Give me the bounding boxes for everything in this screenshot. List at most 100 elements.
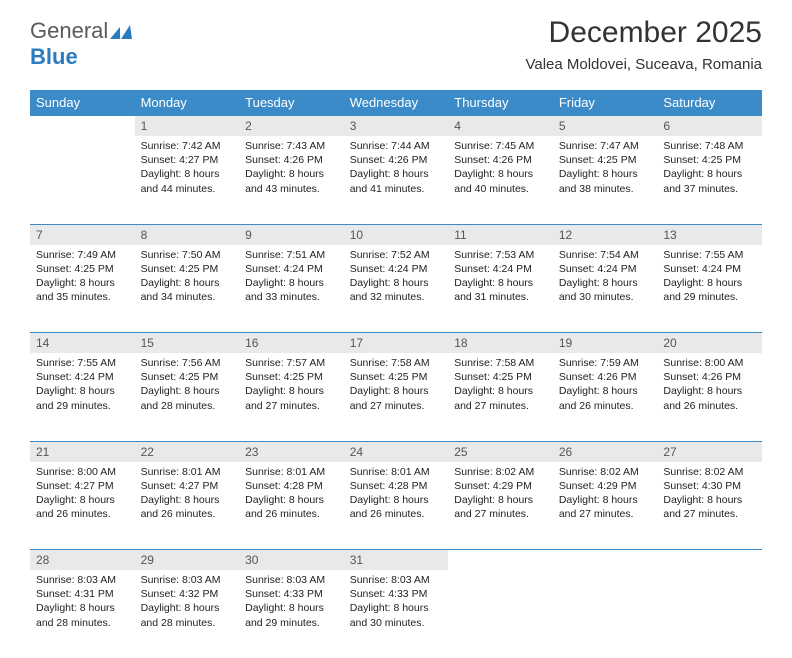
day-number-cell xyxy=(553,550,658,571)
day-number-cell: 16 xyxy=(239,333,344,354)
day-cell: Sunrise: 8:01 AMSunset: 4:28 PMDaylight:… xyxy=(344,462,449,550)
day-number-cell: 19 xyxy=(553,333,658,354)
day-number-row: 123456 xyxy=(30,116,762,137)
day-cell: Sunrise: 8:00 AMSunset: 4:27 PMDaylight:… xyxy=(30,462,135,550)
day-info: Sunrise: 7:51 AMSunset: 4:24 PMDaylight:… xyxy=(239,245,344,311)
day-info: Sunrise: 8:03 AMSunset: 4:31 PMDaylight:… xyxy=(30,570,135,636)
day-number-cell: 14 xyxy=(30,333,135,354)
day-number-cell: 28 xyxy=(30,550,135,571)
day-info: Sunrise: 7:55 AMSunset: 4:24 PMDaylight:… xyxy=(30,353,135,419)
page-title: December 2025 xyxy=(525,16,762,50)
day-cell: Sunrise: 7:51 AMSunset: 4:24 PMDaylight:… xyxy=(239,245,344,333)
day-number-cell: 30 xyxy=(239,550,344,571)
day-header: Tuesday xyxy=(239,90,344,116)
day-number-cell: 4 xyxy=(448,116,553,137)
day-cell: Sunrise: 8:03 AMSunset: 4:33 PMDaylight:… xyxy=(239,570,344,658)
day-header: Monday xyxy=(135,90,240,116)
day-number-row: 78910111213 xyxy=(30,224,762,245)
day-cell: Sunrise: 7:58 AMSunset: 4:25 PMDaylight:… xyxy=(448,353,553,441)
day-number-cell: 29 xyxy=(135,550,240,571)
day-content-row: Sunrise: 7:55 AMSunset: 4:24 PMDaylight:… xyxy=(30,353,762,441)
day-number-cell: 12 xyxy=(553,224,658,245)
day-info: Sunrise: 7:58 AMSunset: 4:25 PMDaylight:… xyxy=(448,353,553,419)
day-info: Sunrise: 7:53 AMSunset: 4:24 PMDaylight:… xyxy=(448,245,553,311)
day-info: Sunrise: 8:01 AMSunset: 4:28 PMDaylight:… xyxy=(239,462,344,528)
logo: General Blue xyxy=(30,18,132,70)
day-cell: Sunrise: 8:03 AMSunset: 4:31 PMDaylight:… xyxy=(30,570,135,658)
day-cell: Sunrise: 8:02 AMSunset: 4:29 PMDaylight:… xyxy=(448,462,553,550)
day-cell: Sunrise: 7:42 AMSunset: 4:27 PMDaylight:… xyxy=(135,136,240,224)
day-number-cell: 22 xyxy=(135,441,240,462)
day-cell xyxy=(448,570,553,658)
day-number-cell: 20 xyxy=(657,333,762,354)
day-cell: Sunrise: 7:48 AMSunset: 4:25 PMDaylight:… xyxy=(657,136,762,224)
day-content-row: Sunrise: 8:00 AMSunset: 4:27 PMDaylight:… xyxy=(30,462,762,550)
day-number-cell: 26 xyxy=(553,441,658,462)
logo-mark-icon xyxy=(110,25,132,39)
day-cell: Sunrise: 7:57 AMSunset: 4:25 PMDaylight:… xyxy=(239,353,344,441)
day-cell: Sunrise: 8:03 AMSunset: 4:33 PMDaylight:… xyxy=(344,570,449,658)
day-number-cell: 18 xyxy=(448,333,553,354)
location-text: Valea Moldovei, Suceava, Romania xyxy=(525,56,762,73)
day-info: Sunrise: 7:43 AMSunset: 4:26 PMDaylight:… xyxy=(239,136,344,202)
day-info: Sunrise: 8:02 AMSunset: 4:29 PMDaylight:… xyxy=(448,462,553,528)
day-cell: Sunrise: 7:56 AMSunset: 4:25 PMDaylight:… xyxy=(135,353,240,441)
calendar-table: Sunday Monday Tuesday Wednesday Thursday… xyxy=(30,90,762,658)
day-content-row: Sunrise: 7:49 AMSunset: 4:25 PMDaylight:… xyxy=(30,245,762,333)
day-number-cell: 13 xyxy=(657,224,762,245)
day-number-cell: 1 xyxy=(135,116,240,137)
day-number-cell: 15 xyxy=(135,333,240,354)
day-header: Saturday xyxy=(657,90,762,116)
day-cell: Sunrise: 7:58 AMSunset: 4:25 PMDaylight:… xyxy=(344,353,449,441)
day-number-cell: 11 xyxy=(448,224,553,245)
day-info: Sunrise: 7:54 AMSunset: 4:24 PMDaylight:… xyxy=(553,245,658,311)
day-cell: Sunrise: 7:43 AMSunset: 4:26 PMDaylight:… xyxy=(239,136,344,224)
day-cell: Sunrise: 7:54 AMSunset: 4:24 PMDaylight:… xyxy=(553,245,658,333)
day-number-row: 14151617181920 xyxy=(30,333,762,354)
day-number-cell xyxy=(30,116,135,137)
day-cell xyxy=(657,570,762,658)
day-info: Sunrise: 7:45 AMSunset: 4:26 PMDaylight:… xyxy=(448,136,553,202)
day-number-cell: 23 xyxy=(239,441,344,462)
day-info: Sunrise: 7:55 AMSunset: 4:24 PMDaylight:… xyxy=(657,245,762,311)
day-info: Sunrise: 8:01 AMSunset: 4:28 PMDaylight:… xyxy=(344,462,449,528)
day-info: Sunrise: 7:58 AMSunset: 4:25 PMDaylight:… xyxy=(344,353,449,419)
day-cell: Sunrise: 8:02 AMSunset: 4:30 PMDaylight:… xyxy=(657,462,762,550)
day-info: Sunrise: 8:02 AMSunset: 4:30 PMDaylight:… xyxy=(657,462,762,528)
day-cell xyxy=(553,570,658,658)
day-info: Sunrise: 7:47 AMSunset: 4:25 PMDaylight:… xyxy=(553,136,658,202)
day-header: Wednesday xyxy=(344,90,449,116)
day-header: Thursday xyxy=(448,90,553,116)
day-cell xyxy=(30,136,135,224)
day-cell: Sunrise: 7:45 AMSunset: 4:26 PMDaylight:… xyxy=(448,136,553,224)
day-number-cell xyxy=(448,550,553,571)
day-number-cell: 9 xyxy=(239,224,344,245)
logo-text-1: General xyxy=(30,18,108,43)
day-info: Sunrise: 8:00 AMSunset: 4:26 PMDaylight:… xyxy=(657,353,762,419)
day-cell: Sunrise: 7:55 AMSunset: 4:24 PMDaylight:… xyxy=(30,353,135,441)
day-cell: Sunrise: 7:52 AMSunset: 4:24 PMDaylight:… xyxy=(344,245,449,333)
day-info: Sunrise: 7:59 AMSunset: 4:26 PMDaylight:… xyxy=(553,353,658,419)
day-info: Sunrise: 7:42 AMSunset: 4:27 PMDaylight:… xyxy=(135,136,240,202)
day-info: Sunrise: 8:03 AMSunset: 4:33 PMDaylight:… xyxy=(344,570,449,636)
day-header: Sunday xyxy=(30,90,135,116)
day-number-cell: 3 xyxy=(344,116,449,137)
day-info: Sunrise: 7:44 AMSunset: 4:26 PMDaylight:… xyxy=(344,136,449,202)
header-right: December 2025 Valea Moldovei, Suceava, R… xyxy=(525,16,762,73)
day-cell: Sunrise: 7:50 AMSunset: 4:25 PMDaylight:… xyxy=(135,245,240,333)
day-content-row: Sunrise: 7:42 AMSunset: 4:27 PMDaylight:… xyxy=(30,136,762,224)
day-number-cell: 24 xyxy=(344,441,449,462)
day-info: Sunrise: 7:52 AMSunset: 4:24 PMDaylight:… xyxy=(344,245,449,311)
day-number-cell: 7 xyxy=(30,224,135,245)
day-info: Sunrise: 8:01 AMSunset: 4:27 PMDaylight:… xyxy=(135,462,240,528)
day-number-cell: 5 xyxy=(553,116,658,137)
day-cell: Sunrise: 7:55 AMSunset: 4:24 PMDaylight:… xyxy=(657,245,762,333)
day-number-cell: 6 xyxy=(657,116,762,137)
day-cell: Sunrise: 8:03 AMSunset: 4:32 PMDaylight:… xyxy=(135,570,240,658)
day-info: Sunrise: 8:00 AMSunset: 4:27 PMDaylight:… xyxy=(30,462,135,528)
day-info: Sunrise: 8:02 AMSunset: 4:29 PMDaylight:… xyxy=(553,462,658,528)
day-info: Sunrise: 8:03 AMSunset: 4:33 PMDaylight:… xyxy=(239,570,344,636)
day-number-cell: 31 xyxy=(344,550,449,571)
day-number-cell: 8 xyxy=(135,224,240,245)
day-header: Friday xyxy=(553,90,658,116)
